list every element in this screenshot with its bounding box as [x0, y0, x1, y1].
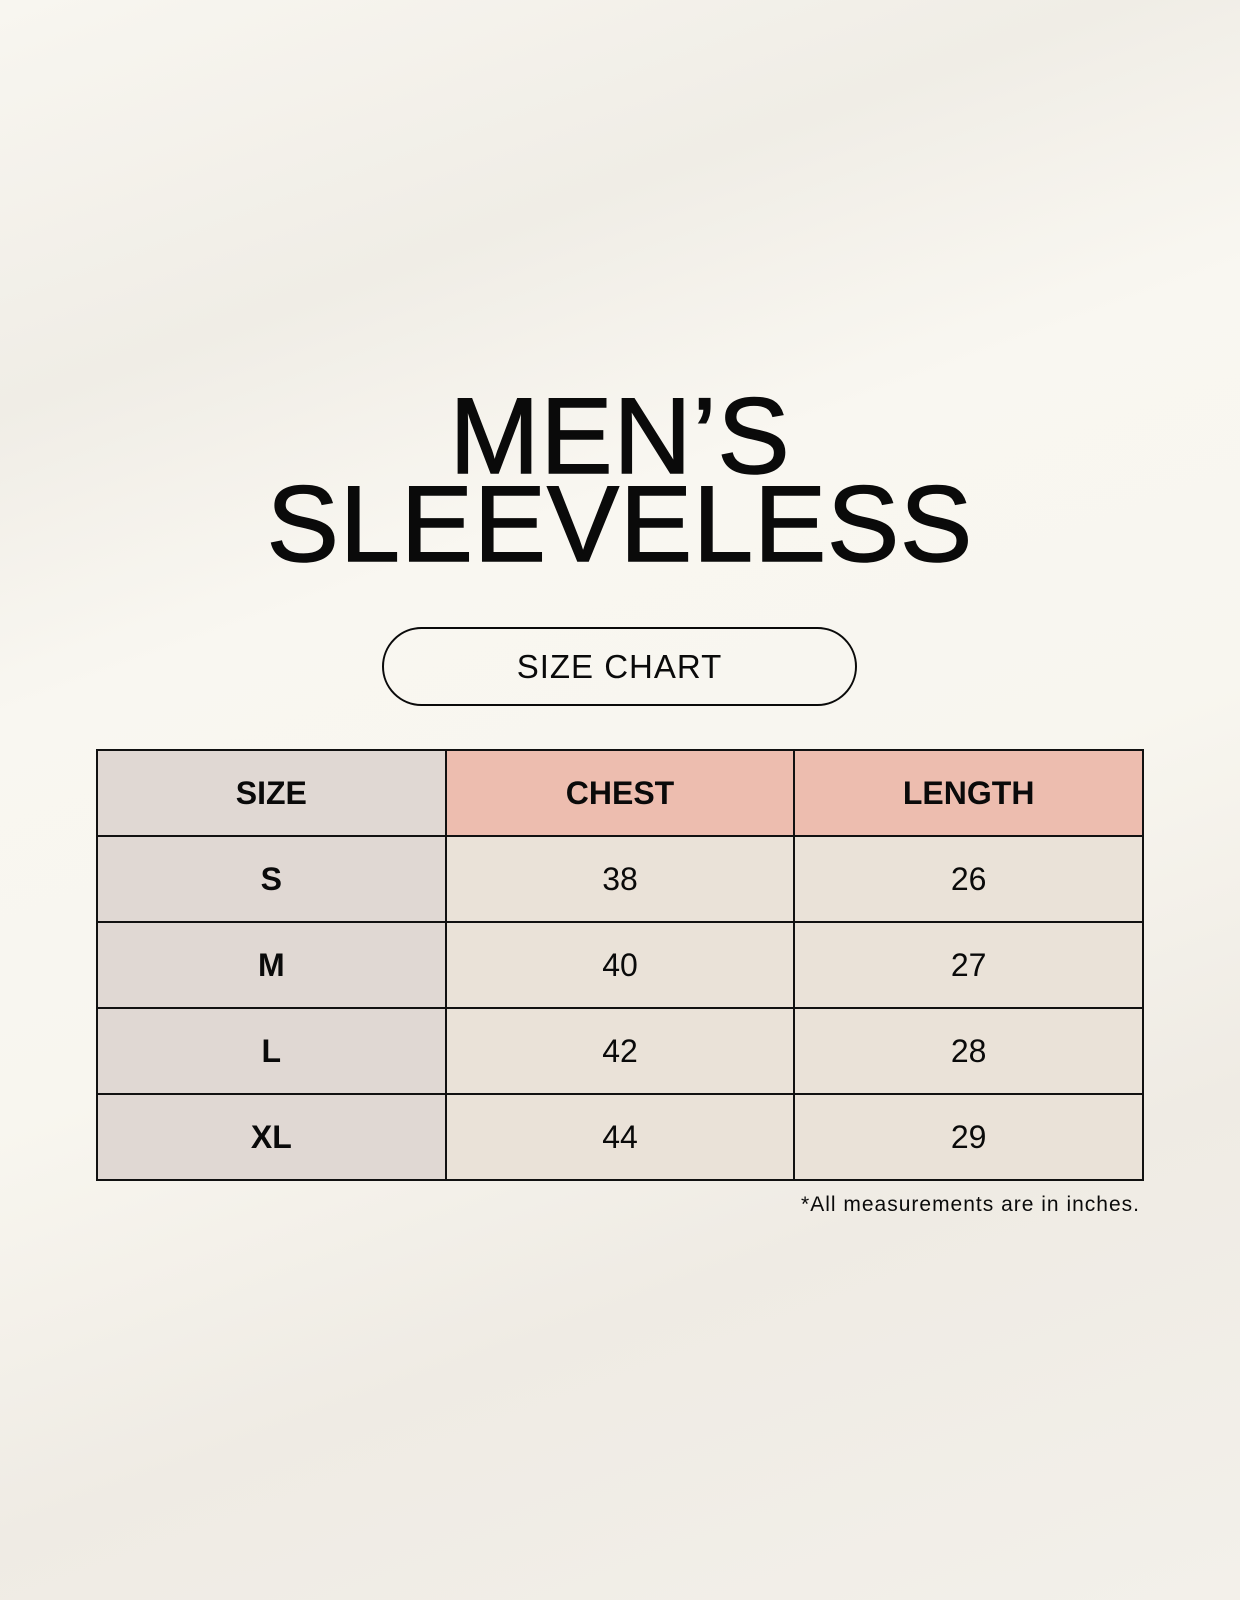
- length-cell: 26: [793, 835, 1144, 923]
- size-cell: M: [96, 921, 447, 1009]
- length-cell: 27: [793, 921, 1144, 1009]
- length-cell: 28: [793, 1007, 1144, 1095]
- header-size: SIZE: [96, 749, 447, 837]
- size-cell: XL: [96, 1093, 447, 1181]
- size-cell: S: [96, 835, 447, 923]
- size-chart-label: SIZE CHART: [382, 627, 857, 706]
- page-title: MEN’S SLEEVELESS: [0, 375, 1240, 584]
- table-row: S 38 26: [96, 835, 1144, 923]
- size-cell: L: [96, 1007, 447, 1095]
- length-cell: 29: [793, 1093, 1144, 1181]
- header-length: LENGTH: [793, 749, 1144, 837]
- chest-cell: 38: [444, 835, 796, 923]
- title-line-1: MEN’S: [449, 375, 791, 496]
- measurement-footnote: *All measurements are in inches.: [801, 1193, 1140, 1216]
- table-header-row: SIZE CHEST LENGTH: [96, 749, 1144, 837]
- table-row: M 40 27: [96, 921, 1144, 1009]
- title-line-2: SLEEVELESS: [266, 463, 974, 584]
- table-row: L 42 28: [96, 1007, 1144, 1095]
- header-chest: CHEST: [444, 749, 796, 837]
- chest-cell: 42: [444, 1007, 796, 1095]
- table-row: XL 44 29: [96, 1093, 1144, 1181]
- chest-cell: 40: [444, 921, 796, 1009]
- size-table: SIZE CHEST LENGTH S 38 26 M 40 27 L 42 2…: [96, 749, 1144, 1181]
- chest-cell: 44: [444, 1093, 796, 1181]
